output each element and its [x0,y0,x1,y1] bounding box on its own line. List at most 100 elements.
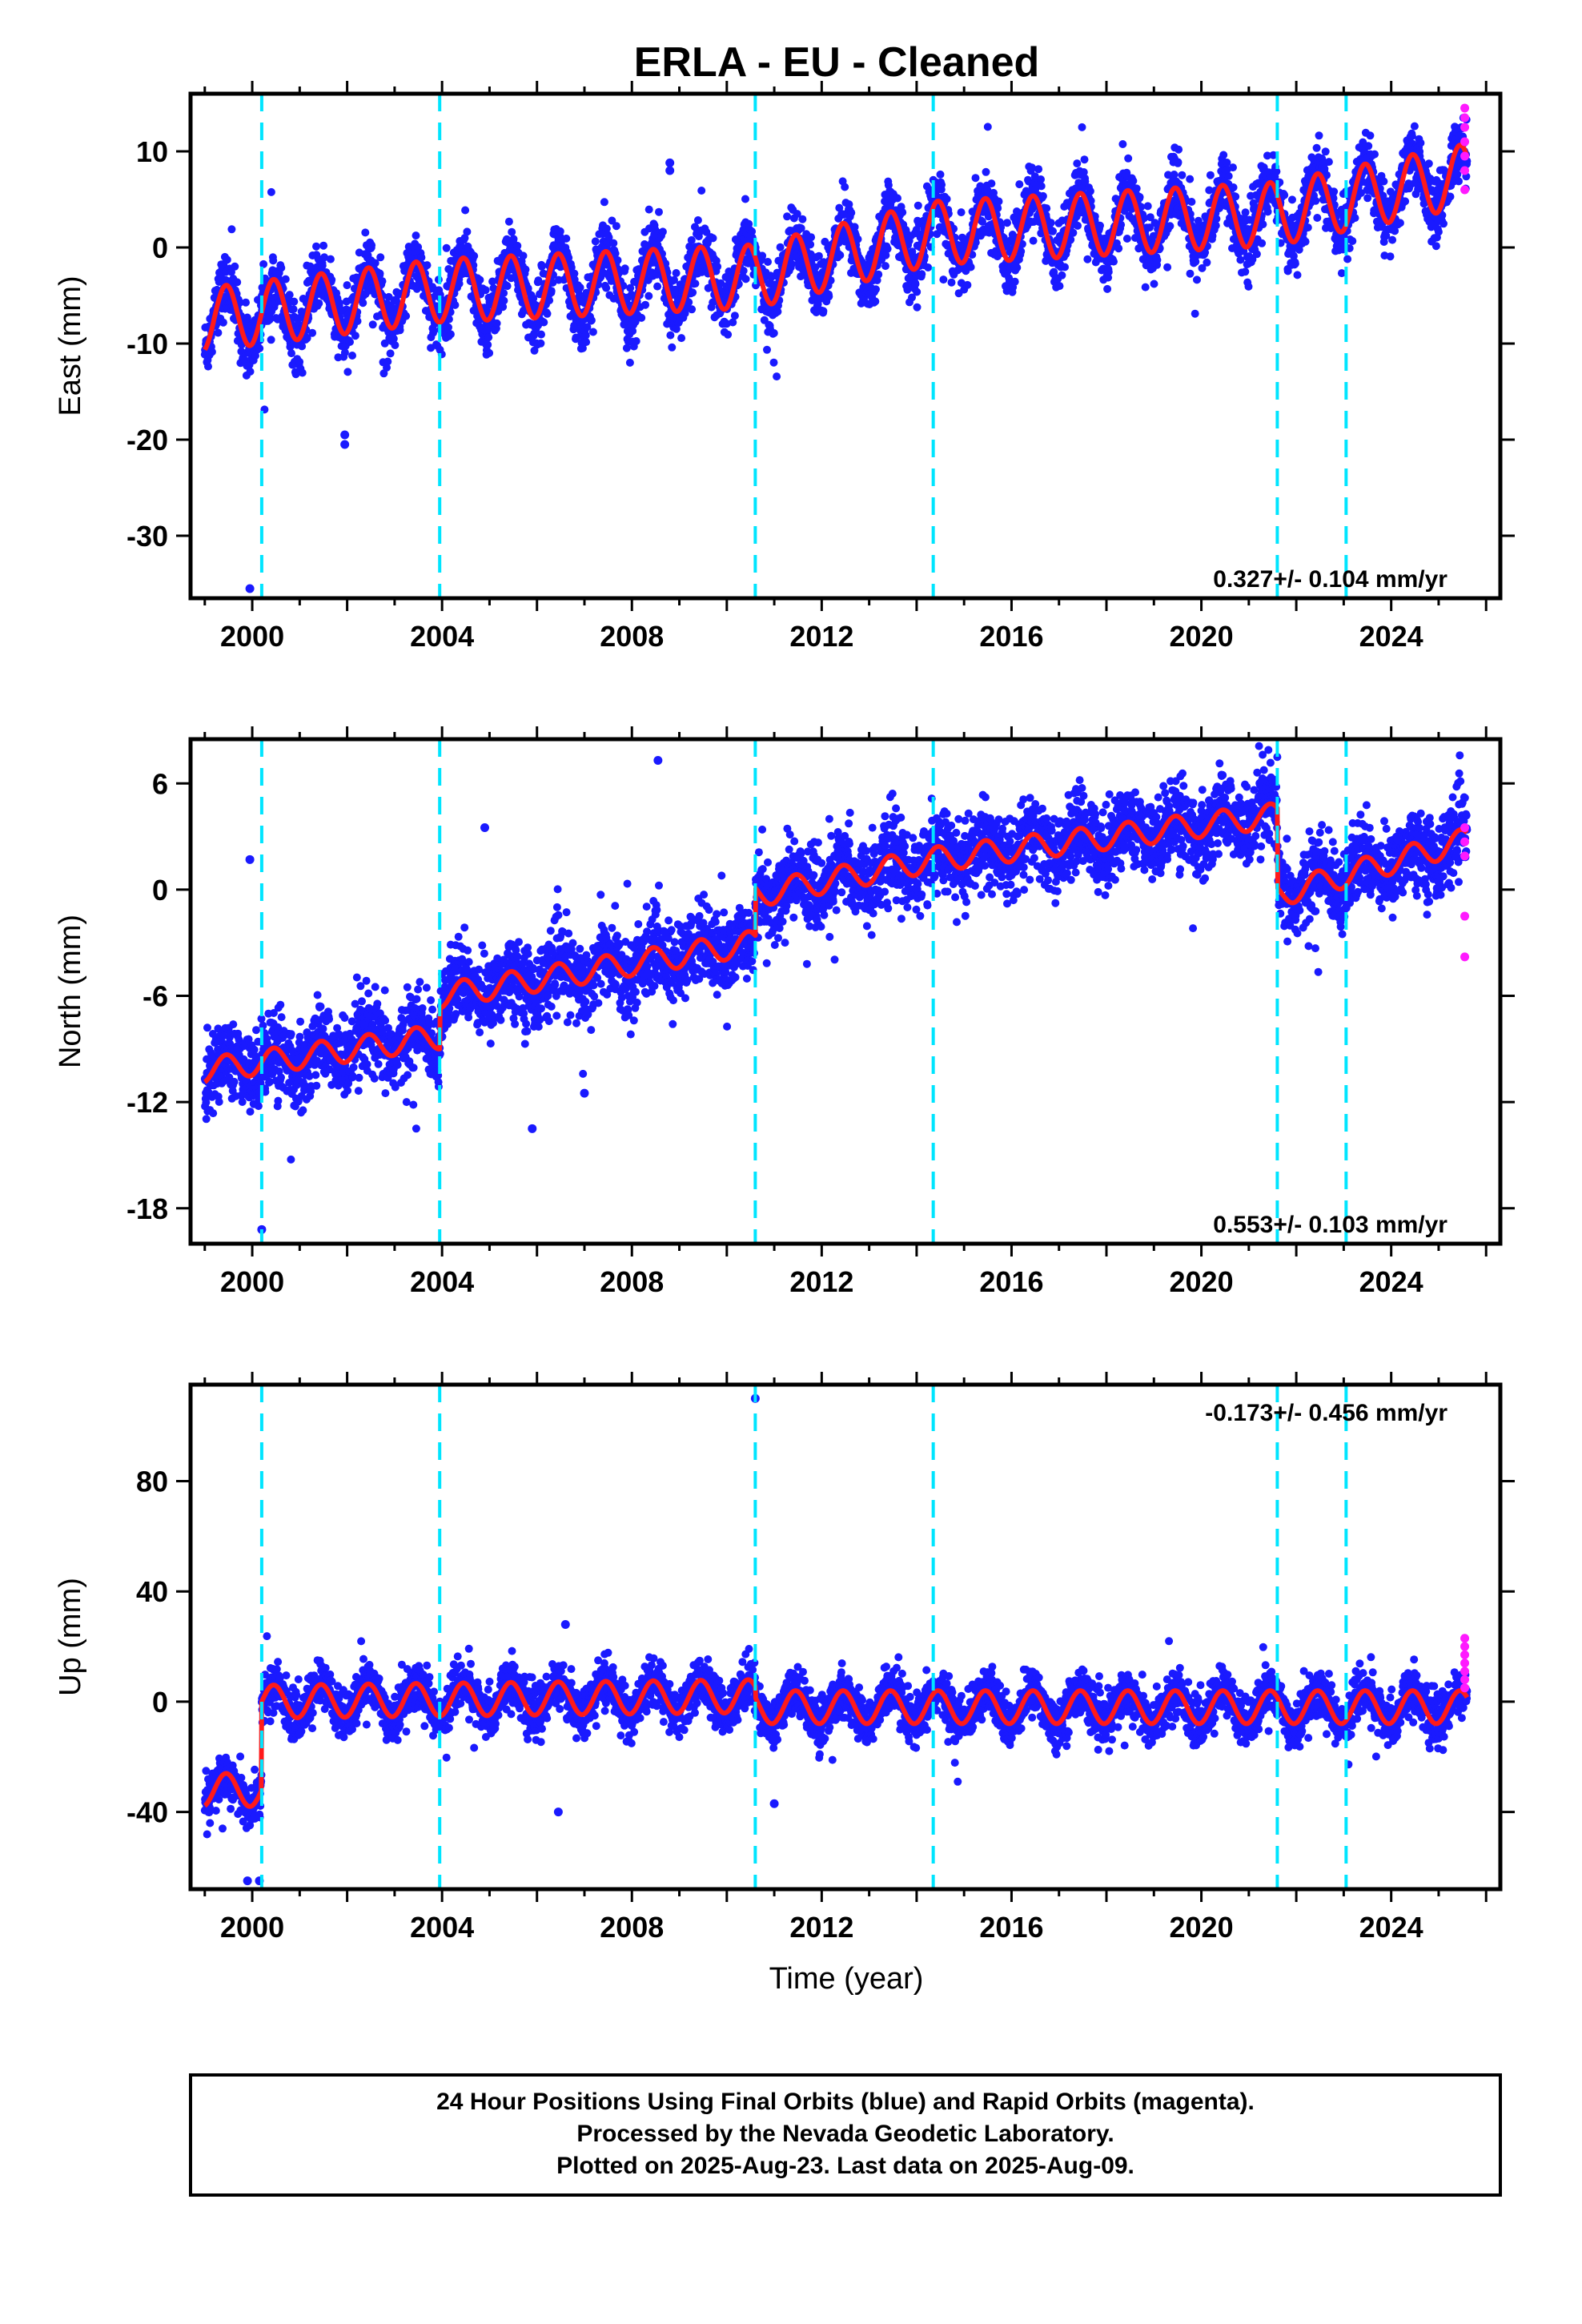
data-point [841,183,849,191]
y-tick-label: 10 [136,135,168,168]
data-point [1037,182,1046,191]
data-point [536,339,545,348]
outlier-point [340,430,350,440]
y-tick-label: -30 [126,520,168,553]
x-tick-label: 2000 [220,620,284,653]
data-point [807,233,816,242]
data-point [227,225,236,234]
final-orbit-points [200,114,1472,414]
data-point [730,312,739,320]
rapid-orbit-point [1460,113,1470,123]
data-point [1038,191,1047,200]
figure-title: ERLA - EU - Cleaned [634,39,1040,86]
data-point [697,187,706,195]
data-point [246,368,255,376]
data-point [1186,269,1195,278]
data-point [1301,237,1310,246]
data-point [1258,239,1267,247]
data-point [769,329,778,337]
data-point [1122,235,1131,243]
east-panel: 2000 2004 2008 2012 2016 2020 2024-30-20-10010… [54,81,1515,653]
north-panel: 2000 2004 2008 2012 2016 2020 2024-18-12-606No… [54,726,1515,1298]
data-point [346,338,354,346]
data-point [836,251,845,259]
data-point [308,328,317,337]
data-point [383,357,392,366]
data-point [375,269,384,278]
data-point [881,262,889,271]
data-point [911,279,920,288]
data-point [476,275,484,284]
data-point [1015,180,1024,189]
rapid-orbit-point [1460,137,1470,147]
data-point [417,253,426,262]
data-point [492,319,501,328]
data-point [1244,282,1253,291]
data-point [1311,196,1320,205]
data-point [414,243,423,251]
data-point [1163,263,1172,271]
data-point [1343,255,1352,263]
data-point [202,1115,211,1124]
data-point [1074,221,1082,230]
data-point [484,340,492,349]
y-tick-label: -10 [126,328,168,360]
data-point [883,244,892,253]
data-point [367,241,376,250]
data-point [396,326,404,335]
data-point [389,334,398,343]
data-point [1166,222,1174,231]
data-point [461,206,470,215]
data-point [966,263,975,271]
data-point [1241,267,1250,276]
data-point [1424,159,1433,168]
data-point [913,303,921,312]
data-point [588,328,597,336]
data-point [242,298,250,307]
data-point [402,312,411,320]
data-point [545,296,554,305]
data-point [1170,171,1178,179]
x-tick-label: 2004 [410,620,474,653]
data-point [353,317,362,325]
data-point [1288,195,1296,204]
velocity-rate-label: 0.327+/- 0.104 mm/yr [1213,566,1447,593]
data-point [444,323,452,332]
data-point [898,208,907,217]
data-point [1434,227,1443,236]
data-point [202,1098,211,1107]
data-point [326,255,335,263]
data-point [1061,263,1069,271]
data-point [556,227,564,235]
rapid-orbit-point [1460,166,1470,175]
data-point [939,275,948,284]
data-point [290,297,299,306]
data-point [503,282,512,291]
data-point [1315,131,1323,140]
data-point [319,241,328,250]
data-point [1455,177,1463,186]
data-point [917,270,926,279]
data-point [1193,275,1201,284]
data-point [315,299,323,308]
data-point [412,231,420,240]
data-point [386,349,395,358]
data-point [853,235,862,243]
data-point [543,309,552,318]
data-point [741,195,749,203]
data-point [1219,151,1228,159]
data-point [688,305,697,314]
data-point [219,318,227,327]
data-point [1229,183,1238,191]
data-point [983,123,992,131]
data-point [938,180,946,189]
data-point [1291,259,1299,268]
data-point [788,259,796,268]
data-point [519,251,528,260]
data-point [303,334,311,343]
data-point [947,278,956,287]
data-point [455,279,464,288]
data-point [1191,309,1199,318]
data-point [1083,255,1092,263]
data-point [872,285,880,294]
